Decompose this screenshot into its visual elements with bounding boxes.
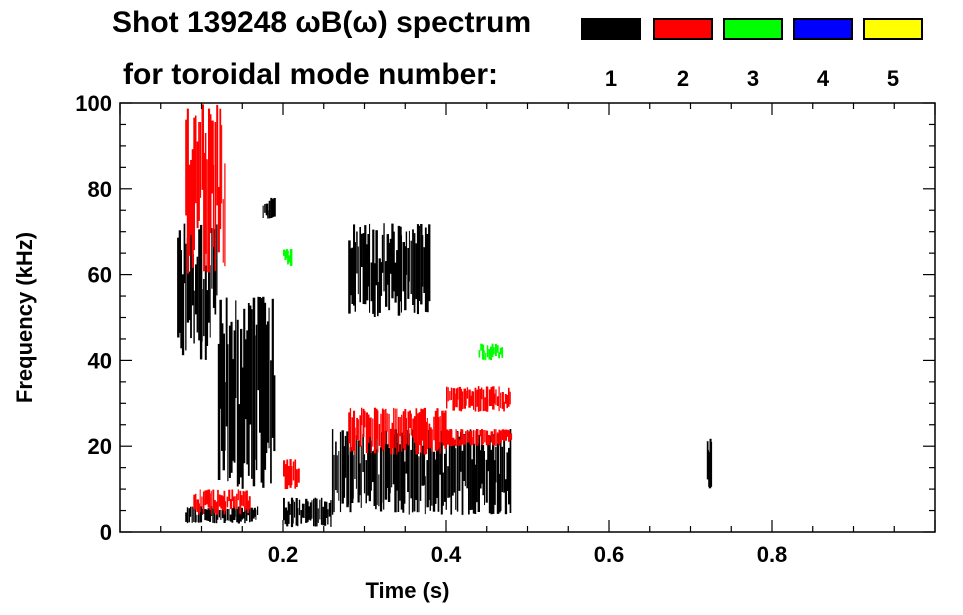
- mode-2-feature-1: [185, 104, 226, 274]
- legend-swatch-4: [793, 18, 853, 40]
- legend-swatch-1: [581, 18, 641, 40]
- mode-1-feature-7: [262, 197, 276, 219]
- legend-swatch-5: [863, 18, 923, 40]
- y-tick-label: 40: [88, 348, 112, 373]
- mode-1-feature-6: [348, 223, 431, 317]
- mode-1-feature-5: [331, 429, 512, 515]
- y-tick-label: 100: [75, 91, 112, 116]
- legend-label-1: 1: [604, 66, 618, 91]
- mode-2-feature-4: [446, 386, 511, 412]
- mode-2-feature-3: [348, 407, 447, 455]
- y-tick-label: 80: [88, 177, 112, 202]
- x-tick-label: 0.2: [268, 542, 299, 567]
- mode-3-feature-1: [283, 249, 293, 266]
- mode-1-feature-1: [177, 223, 218, 360]
- legend-label-5: 5: [886, 66, 900, 91]
- x-axis-label: Time (s): [366, 578, 450, 603]
- legend-swatch-3: [723, 18, 783, 40]
- mode-1-feature-4: [283, 497, 332, 528]
- legend-label-4: 4: [816, 66, 830, 91]
- spectrogram-marks: [177, 104, 713, 528]
- legend-swatch-2: [653, 18, 713, 40]
- mode-1-feature-8: [706, 438, 713, 489]
- chart-title-line-2: for toroidal mode number:: [123, 58, 498, 91]
- y-tick-label: 60: [88, 263, 112, 288]
- mode-2-feature-2: [193, 489, 251, 515]
- mode-2-feature-6: [283, 459, 300, 490]
- legend-label-3: 3: [746, 66, 760, 91]
- x-tick-label: 0.4: [431, 542, 462, 567]
- y-tick-label: 20: [88, 434, 112, 459]
- axis-ticks: 0 20 40 60 80 100 0.2 0.4 0.6 0.8: [75, 91, 936, 567]
- x-tick-label: 0.8: [757, 542, 788, 567]
- mode-1-feature-2: [217, 296, 276, 489]
- chart-title-line-1: Shot 139248 ωB(ω) spectrum: [112, 6, 532, 39]
- x-tick-label: 0.6: [594, 542, 625, 567]
- mode-3-feature-2: [478, 343, 504, 361]
- y-tick-label: 0: [100, 520, 112, 545]
- legend-label-2: 2: [676, 66, 690, 91]
- y-axis-label: Frequency (kHz): [12, 232, 37, 403]
- mode-2-feature-5: [446, 429, 513, 447]
